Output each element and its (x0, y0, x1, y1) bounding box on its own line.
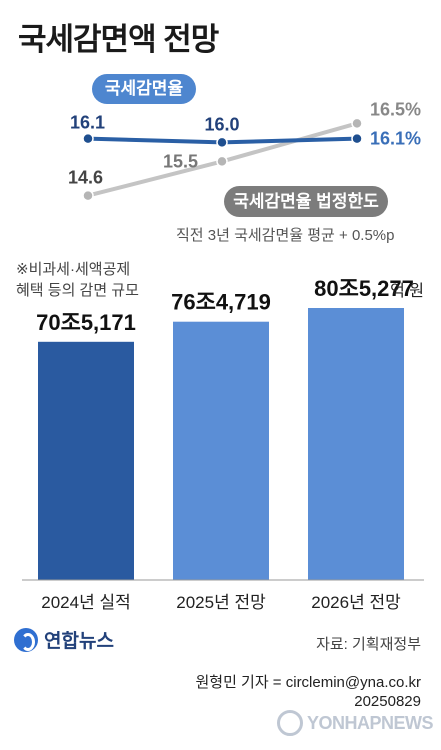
bar-value-label-0: 70조5,171 (36, 310, 136, 335)
data-label-limit-2024: 14.6 (68, 168, 103, 188)
credit: 원형민 기자 = circlemin@yna.co.kr 20250829 (195, 673, 421, 711)
series-label-tax-reduction-rate: 국세감면율 (92, 74, 196, 104)
series-point-0-0 (82, 132, 94, 145)
bar-chart: 70조5,171 2024년 실적 76조4,719 2025년 전망 80조5,277… (22, 276, 424, 612)
series-point-1-2 (351, 117, 363, 130)
line-chart: 16.1 16.0 16.1% 14.6 15.5 16.5% (68, 99, 421, 202)
data-label-rate-2026: 16.1% (370, 129, 421, 149)
credit-date: 20250829 (354, 693, 421, 710)
series-point-0-2 (351, 132, 363, 145)
bar-2 (308, 308, 404, 580)
bar-0 (38, 341, 134, 580)
series-label-legal-limit: 국세감면율 법정한도 (224, 186, 388, 217)
footnote-line-1: ※비과세·세액공제 (16, 261, 131, 278)
legal-limit-annotation: 직전 3년 국세감면율 평균 + 0.5%p (176, 227, 395, 244)
series-point-1-1 (216, 155, 228, 168)
watermark-icon (276, 710, 303, 736)
bar-value-label-1: 76조4,719 (171, 290, 271, 315)
footnote-line-2: 혜택 등의 감면 규모 (16, 282, 139, 299)
watermark: YONHAPNEWS (276, 710, 434, 736)
source-text: 자료: 기획재정부 (316, 636, 421, 653)
footnote: ※비과세·세액공제 혜택 등의 감면 규모 (16, 259, 216, 301)
bar-1 (173, 321, 269, 580)
yonhap-logo: 연합뉴스 (14, 626, 114, 653)
yonhap-logo-text: 연합뉴스 (44, 631, 114, 652)
credit-reporter: 원형민 기자 = circlemin@yna.co.kr (195, 674, 421, 691)
series-point-0-1 (216, 136, 228, 149)
chart-title: 국세감면액 전망 (18, 22, 219, 57)
x-tick-label-2: 2026년 전망 (311, 593, 401, 612)
data-label-rate-2024: 16.1 (70, 113, 105, 133)
watermark-text: YONHAPNEWS (306, 712, 434, 733)
data-label-limit-2026: 16.5% (370, 99, 421, 119)
bar-value-label-2: 80조5,277 (314, 276, 414, 301)
bar-unit-label: 억 원 (390, 282, 424, 300)
data-label-rate-2025: 16.0 (204, 114, 239, 134)
yonhap-logo-icon (14, 627, 38, 652)
x-tick-label-0: 2024년 실적 (41, 593, 130, 612)
data-label-limit-2025: 15.5 (163, 151, 198, 171)
series-point-1-0 (82, 189, 94, 202)
x-tick-label-1: 2025년 전망 (176, 593, 266, 612)
